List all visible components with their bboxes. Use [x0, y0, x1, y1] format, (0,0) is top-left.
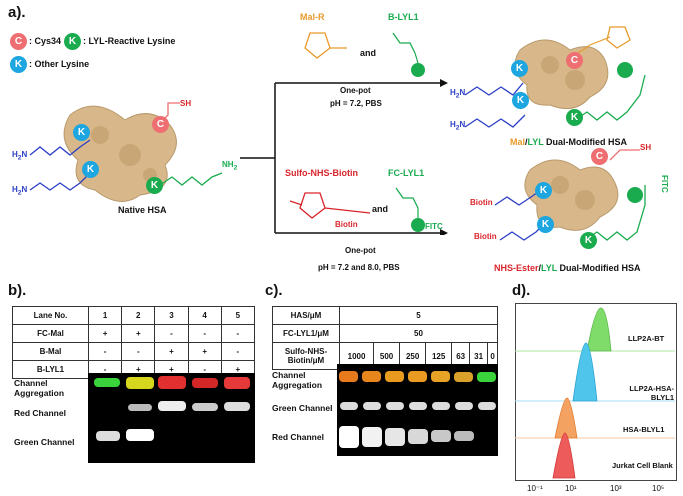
cell: - — [154, 324, 189, 343]
top-reagent-mal-r: Mal-R — [300, 12, 325, 22]
flow-histograms — [515, 307, 675, 479]
bottom-product-label: NHS-Ester/LYL Dual-Modified HSA — [494, 263, 641, 273]
panel-c-table: HAS/μM 5 FC-LYL1/μM 50 Sulfo-NHS-Biotin/… — [272, 306, 498, 370]
top-condition-1: One-pot — [340, 86, 371, 95]
c-red-channel: Red Channel — [272, 432, 324, 442]
bottom-product-fitc: FITC — [660, 175, 669, 193]
native-h2n-label-2: H2N — [12, 185, 28, 197]
bottom-product-lysine-1: K — [535, 182, 552, 199]
bottom-reagent-fc-lyl1: FC-LYL1 — [388, 168, 425, 178]
has-label: HAS/μM — [272, 306, 340, 325]
cell: + — [154, 342, 189, 361]
b-lyl1-structure-icon — [392, 32, 425, 77]
bottom-product-lysine-2: K — [537, 216, 554, 233]
sample-jurkat-blank: Jurkat Cell Blank — [612, 461, 673, 470]
lane-3: 3 — [154, 306, 189, 325]
sulfo-nhs-structure-icon — [289, 192, 371, 219]
cell: - — [220, 342, 256, 361]
bottom-and: and — [372, 204, 389, 214]
top-product-label: Mal/LYL Dual-Modified HSA — [510, 137, 628, 147]
row-label: FC-Mal — [12, 324, 89, 343]
bottom-reagent-sulfo-nhs-biotin: Sulfo-NHS-Biotin — [285, 168, 358, 178]
cys-legend-text: : Cys34 — [29, 36, 62, 46]
fc-lyl1-structure-icon — [395, 187, 425, 232]
fc-lyl1-fitc-text: FITC — [425, 222, 443, 231]
native-sh-label: SH — [180, 99, 192, 108]
bottom-product-sh: SH — [640, 143, 652, 152]
other-lysine-legend-text: : Other Lysine — [29, 59, 90, 69]
native-lysine-1: K — [73, 124, 90, 141]
native-hsa-label: Native HSA — [118, 205, 167, 215]
native-lysine-2: K — [82, 161, 99, 178]
lyl-lysine-legend-text: : LYL-Reactive Lysine — [83, 36, 176, 46]
top-product-lysine-1: K — [511, 60, 528, 77]
reaction-arrows — [240, 79, 448, 235]
bottom-product-cys34: C — [591, 148, 608, 165]
sulfo-label: Sulfo-NHS-Biotin/μM — [272, 342, 340, 370]
bottom-condition-1: One-pot — [345, 246, 376, 255]
native-nh2-label: NH2 — [222, 160, 238, 172]
panel-c-label: c). — [265, 282, 283, 299]
x-tick-3: 10³ — [610, 484, 622, 493]
has-value: 5 — [339, 306, 498, 325]
cell: - — [121, 342, 156, 361]
bottom-product-lyl-lysine: K — [580, 232, 597, 249]
lane-5: 5 — [220, 306, 256, 325]
native-cys34: C — [152, 116, 169, 133]
sulfo-biotin-text: Biotin — [335, 220, 358, 229]
panel-c-gel-image — [337, 364, 498, 456]
row-label: B-Mal — [12, 342, 89, 361]
fc-lyl1-label: FC-LYL1/μM — [272, 324, 340, 343]
panel-b-label: b). — [8, 282, 27, 299]
top-product-lysine-2: K — [512, 92, 529, 109]
b-red-channel: Red Channel — [14, 408, 66, 418]
lane-4: 4 — [187, 306, 222, 325]
top-product-h2n-2: H2N — [450, 120, 466, 132]
cys-legend-badge: C — [10, 33, 27, 50]
panel-a-label: a). — [8, 4, 26, 21]
native-h2n-label-1: H2N — [12, 150, 28, 162]
top-product-cys34: C — [566, 52, 583, 69]
c-green-channel: Green Channel — [272, 403, 333, 413]
lane-2: 2 — [121, 306, 156, 325]
native-lyl-lysine: K — [146, 177, 163, 194]
top-reagent-b-lyl1: B-LYL1 — [388, 12, 419, 22]
panel-b-table: Lane No. 1 2 3 4 5 FC-Mal + + - - - B-Ma… — [12, 306, 256, 379]
cell: - — [220, 324, 256, 343]
mal-lyl-product-illustration — [464, 26, 646, 128]
sample-llp2a-hsa-blyl1: LLP2A-HSA-BLYL1 — [629, 384, 674, 402]
panel-b-gel-image — [88, 373, 255, 463]
bottom-condition-2: pH = 7.2 and 8.0, PBS — [318, 263, 400, 272]
bottom-product-biotin-2: Biotin — [474, 232, 497, 241]
maleimide-structure-icon — [304, 32, 347, 59]
fc-lyl1-value: 50 — [339, 324, 498, 343]
c-channel-aggregation: Channel Aggregation — [272, 370, 323, 390]
sample-hsa-blyl1: HSA-BLYL1 — [623, 425, 665, 434]
other-lysine-legend-badge: K — [10, 56, 27, 73]
top-and: and — [360, 48, 377, 58]
cell: - — [87, 342, 123, 361]
b-channel-aggregation: Channel Aggregation — [14, 378, 65, 398]
sample-llp2a-bt: LLP2A-BT — [628, 334, 665, 343]
cell: + — [121, 324, 156, 343]
top-condition-2: pH = 7.2, PBS — [330, 99, 382, 108]
b-green-channel: Green Channel — [14, 437, 75, 447]
x-tick-4: 10⁵ — [652, 484, 665, 493]
cell: + — [187, 342, 222, 361]
lane-header: Lane No. — [12, 306, 89, 325]
panel-d-label: d). — [512, 282, 531, 299]
top-product-lyl-lysine: K — [566, 109, 583, 126]
top-product-h2n-1: H2N — [450, 88, 466, 100]
lane-1: 1 — [87, 306, 123, 325]
cell: - — [187, 324, 222, 343]
x-tick-1: 10⁻¹ — [527, 484, 543, 493]
x-tick-2: 10¹ — [565, 484, 577, 493]
lyl-lysine-legend-badge: K — [64, 33, 81, 50]
bottom-product-biotin-1: Biotin — [470, 198, 493, 207]
native-hsa-illustration — [29, 102, 223, 202]
row-label: B-LYL1 — [12, 360, 89, 379]
cell: + — [87, 324, 123, 343]
